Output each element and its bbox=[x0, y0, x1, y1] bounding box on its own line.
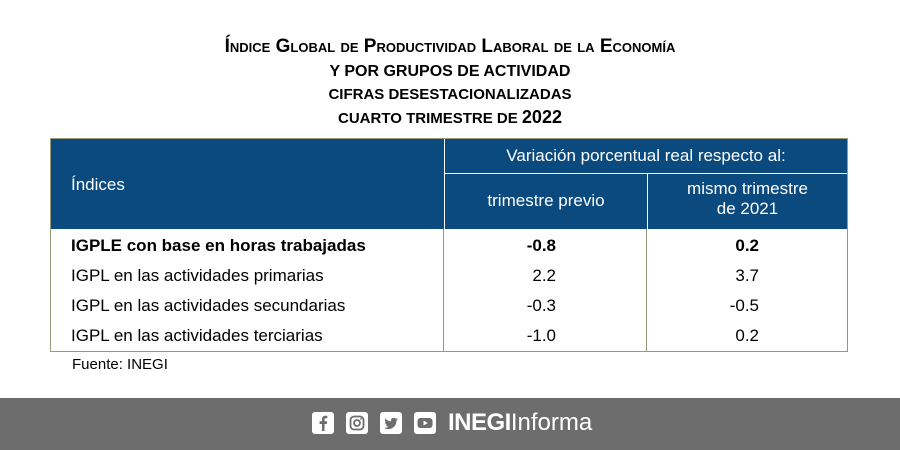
row-same-value: -0.5 bbox=[729, 296, 759, 315]
row-label: IGPL en las actividades terciarias bbox=[71, 326, 323, 345]
header-group: Variación porcentual real respecto al: bbox=[444, 139, 847, 173]
brand-inegi: INEGI bbox=[448, 409, 511, 436]
table-header: Índices Variación porcentual real respec… bbox=[51, 139, 847, 229]
row-previous-value: -0.8 bbox=[526, 236, 556, 255]
period-prefix: CUARTO TRIMESTRE DE bbox=[338, 110, 522, 127]
row-label: IGPL en las actividades secundarias bbox=[71, 296, 346, 315]
row-label: IGPLE con base en horas trabajadas bbox=[71, 236, 366, 255]
row-same-value: 3.7 bbox=[735, 266, 759, 285]
header-previous-quarter: trimestre previo bbox=[444, 174, 647, 229]
brand-informa: Informa bbox=[510, 409, 593, 436]
youtube-icon[interactable] bbox=[414, 412, 436, 434]
period-year: 2022 bbox=[521, 107, 562, 127]
column-divider bbox=[646, 229, 647, 351]
table-row: IGPL en las actividades secundarias -0.3… bbox=[51, 291, 847, 321]
table-row: IGPL en las actividades primarias 2.2 3.… bbox=[51, 261, 847, 291]
column-divider bbox=[443, 229, 444, 351]
social-icons bbox=[312, 412, 436, 434]
twitter-icon[interactable] bbox=[380, 412, 402, 434]
footer-bar: INEGIInforma bbox=[0, 398, 900, 450]
row-previous-value: -1.0 bbox=[526, 326, 556, 345]
data-table: Índices Variación porcentual real respec… bbox=[50, 138, 848, 352]
row-same-value: 0.2 bbox=[735, 236, 759, 255]
table-row: IGPL en las actividades terciarias -1.0 … bbox=[51, 321, 847, 351]
header-divider bbox=[444, 173, 847, 174]
row-label: IGPL en las actividades primarias bbox=[71, 266, 324, 285]
header-same-quarter: mismo trimestre de 2021 bbox=[647, 174, 847, 229]
table-row: IGPLE con base en horas trabajadas -0.8 … bbox=[51, 231, 847, 261]
inegi-informa-logo: INEGIInforma bbox=[448, 409, 592, 437]
row-previous-value: -0.3 bbox=[526, 296, 556, 315]
subtitle-period: CUARTO TRIMESTRE DE 2022 bbox=[0, 106, 900, 130]
title-block: Índice Global de Productividad Laboral d… bbox=[0, 34, 900, 130]
facebook-icon[interactable] bbox=[312, 412, 334, 434]
header-same-line1: mismo trimestre bbox=[687, 179, 808, 198]
source-note: Fuente: INEGI bbox=[72, 356, 168, 373]
row-previous-value: 2.2 bbox=[532, 266, 556, 285]
row-same-value: 0.2 bbox=[735, 326, 759, 345]
main-title: Índice Global de Productividad Laboral d… bbox=[224, 36, 676, 57]
subtitle-seasonal: CIFRAS DESESTACIONALIZADAS bbox=[328, 86, 572, 103]
header-indices: Índices bbox=[71, 175, 125, 194]
instagram-icon[interactable] bbox=[346, 412, 368, 434]
header-same-line2: de 2021 bbox=[716, 199, 779, 218]
subtitle: Y POR GRUPOS DE ACTIVIDAD bbox=[329, 63, 571, 80]
